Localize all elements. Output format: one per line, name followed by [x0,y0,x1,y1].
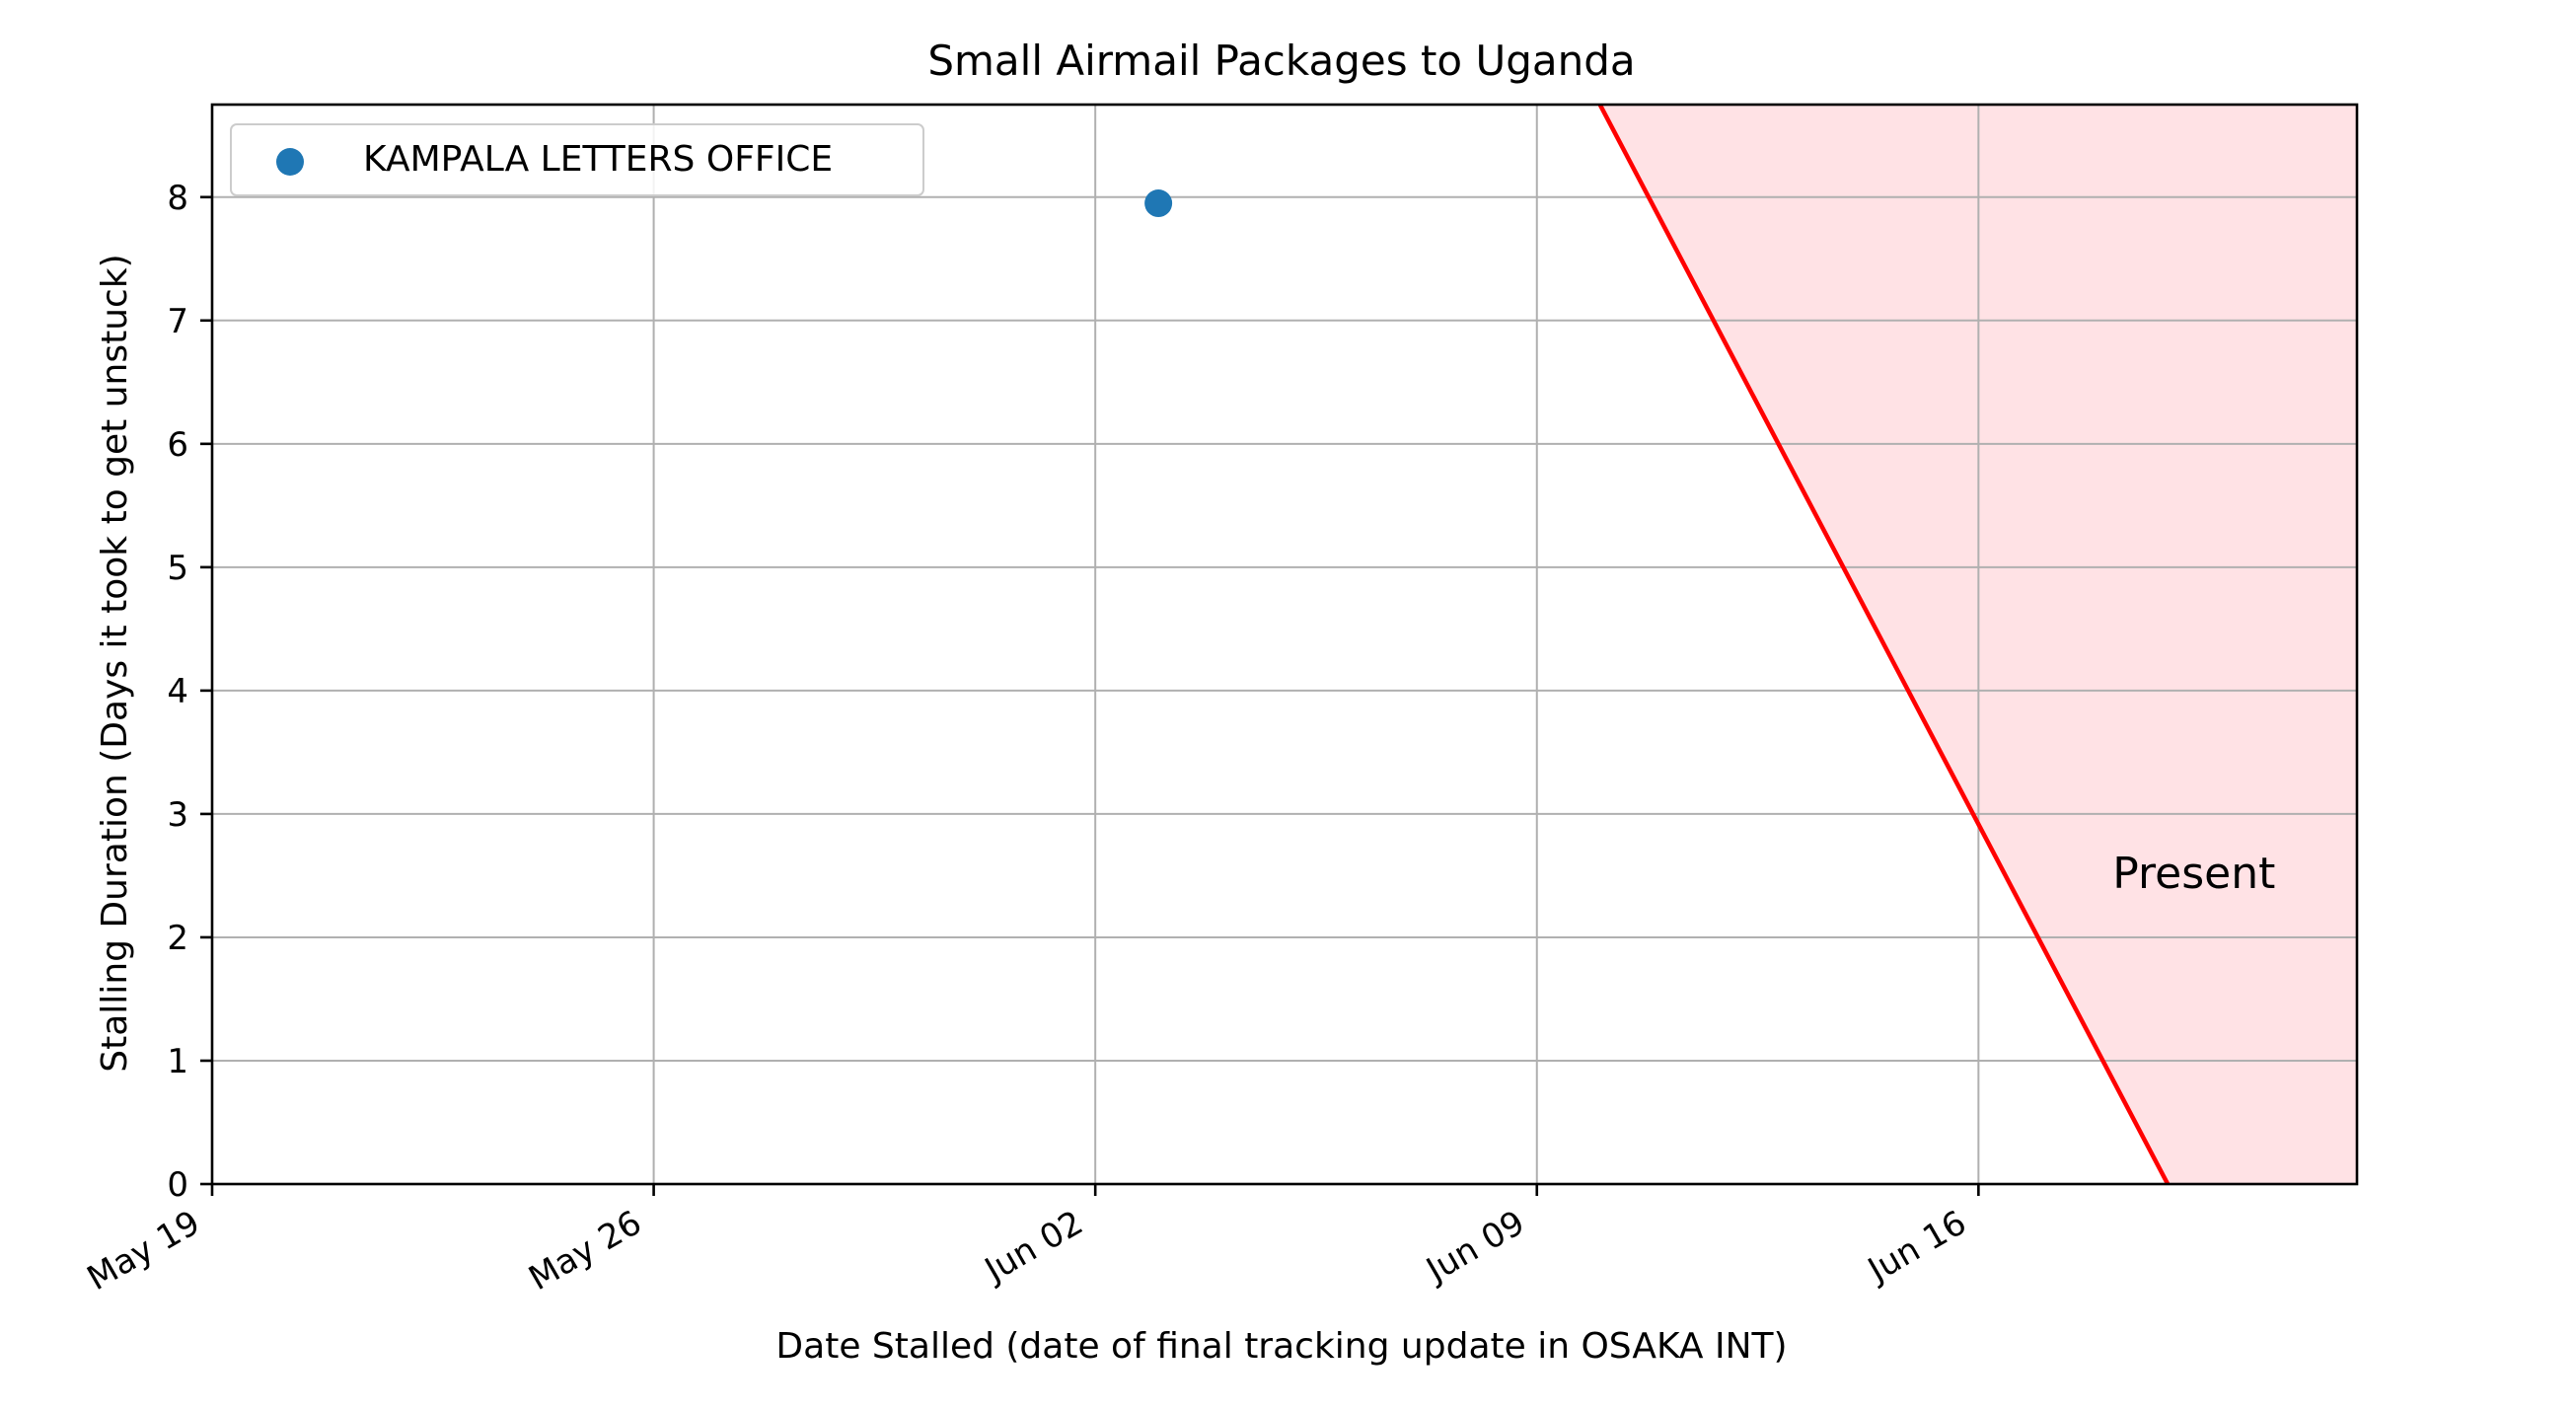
present-line [1597,103,2171,1186]
data-point [1144,189,1173,218]
y-tick-label: 7 [167,302,188,341]
legend-label: KAMPALA LETTERS OFFICE [363,139,833,180]
y-tick-label: 5 [167,549,188,588]
y-tick-label: 6 [167,425,188,465]
y-tick-label: 1 [167,1042,188,1081]
present-label: Present [2112,849,2275,899]
legend-marker [276,148,304,176]
data-points [1144,189,1173,218]
y-axis-label: Stalling Duration (Days it took to get u… [95,254,135,1072]
y-tick-label: 8 [167,179,188,218]
y-tick-label: 2 [167,919,188,958]
x-axis-label: Date Stalled (date of final tracking upd… [775,1326,1787,1367]
y-tick-label: 3 [167,795,188,835]
axes-frame [210,103,2359,1186]
legend: KAMPALA LETTERS OFFICE [230,123,924,196]
present-line-group [1597,103,2171,1186]
chart-title: Small Airmail Packages to Uganda [927,37,1635,85]
y-axis-ticks: 0 1 2 3 4 5 6 7 8 [167,179,212,1205]
y-tick-label: 0 [167,1165,188,1205]
y-tick-label: 4 [167,672,188,711]
legend-box [230,123,924,196]
